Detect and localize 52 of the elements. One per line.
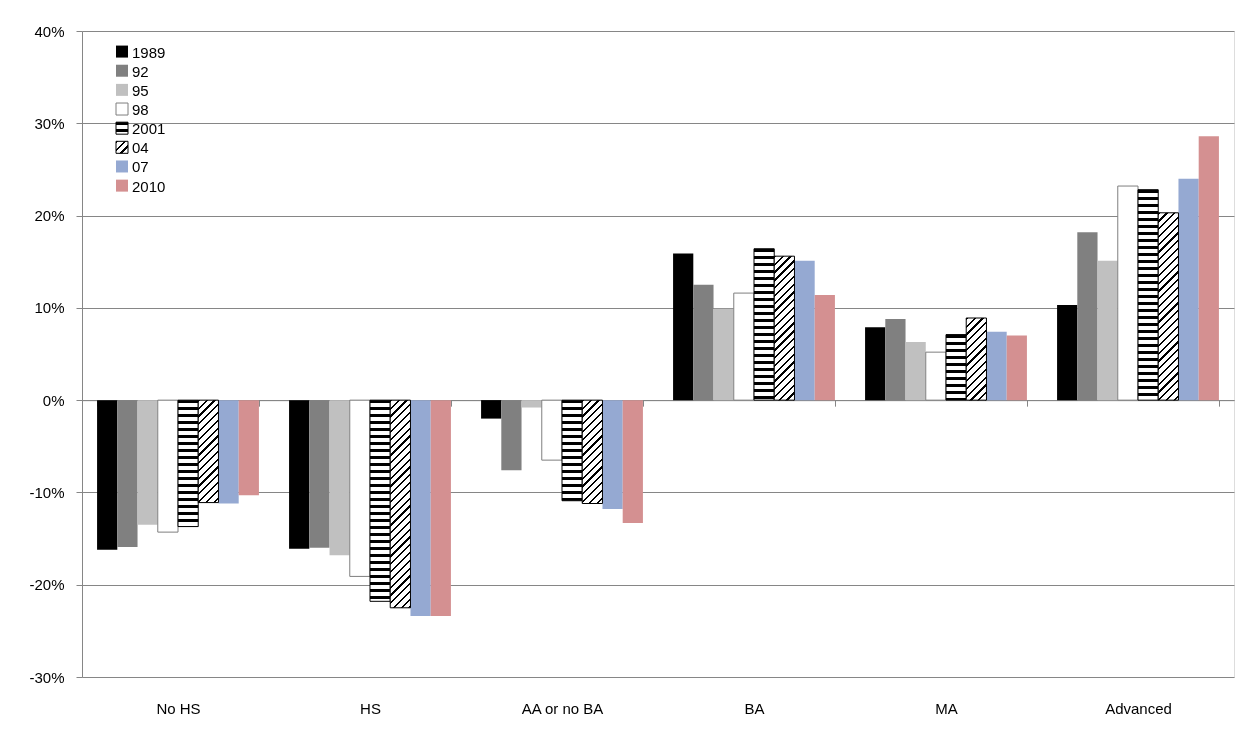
y-tick-label: 10% [34, 299, 65, 317]
bar [905, 342, 926, 401]
legend-label: 92 [132, 62, 149, 80]
bar [410, 400, 431, 617]
bar [673, 253, 694, 401]
y-tick-label: 30% [34, 114, 65, 132]
x-tick-label: BA [744, 699, 765, 717]
bar [218, 400, 239, 504]
y-tick-label: -30% [29, 668, 65, 686]
bar [157, 399, 179, 533]
legend-label: 04 [132, 139, 149, 157]
x-tick-label: MA [935, 699, 958, 717]
y-tick-label: 0% [42, 391, 65, 409]
y-tick-label: -10% [29, 483, 65, 501]
legend-label: 2001 [132, 120, 166, 138]
bar [481, 400, 502, 419]
legend-label: 95 [132, 81, 149, 99]
legend-label: 2010 [132, 177, 166, 195]
bar [986, 331, 1007, 401]
bar [713, 308, 734, 401]
bar [309, 400, 330, 548]
bar [622, 400, 643, 523]
y-tick-label: 40% [34, 22, 65, 40]
legend-label: 07 [132, 158, 149, 176]
bar [1178, 178, 1199, 401]
bar [1006, 335, 1027, 401]
bar [794, 260, 815, 401]
bar [238, 400, 259, 496]
bar [349, 399, 371, 577]
x-tick-label: HS [360, 699, 381, 717]
bar [602, 400, 623, 510]
bar [521, 400, 542, 408]
y-tick-label: -20% [29, 576, 65, 594]
bar [1057, 305, 1078, 401]
bar [541, 399, 563, 461]
bar [501, 400, 522, 471]
bar [865, 327, 886, 401]
bar [814, 294, 835, 401]
bar [289, 400, 310, 549]
bar [1198, 136, 1219, 401]
bar [1097, 260, 1118, 401]
x-tick-label: Advanced [1105, 699, 1172, 717]
x-tick-label: No HS [156, 699, 201, 717]
x-tick-label: AA or no BA [521, 699, 604, 717]
y-tick-label: 20% [34, 207, 65, 225]
legend-label: 98 [132, 101, 149, 119]
legend-label: 1989 [132, 43, 166, 61]
bar [137, 400, 158, 525]
bar [117, 400, 138, 547]
bar [97, 400, 118, 550]
bar [329, 400, 350, 556]
bar [430, 400, 451, 617]
